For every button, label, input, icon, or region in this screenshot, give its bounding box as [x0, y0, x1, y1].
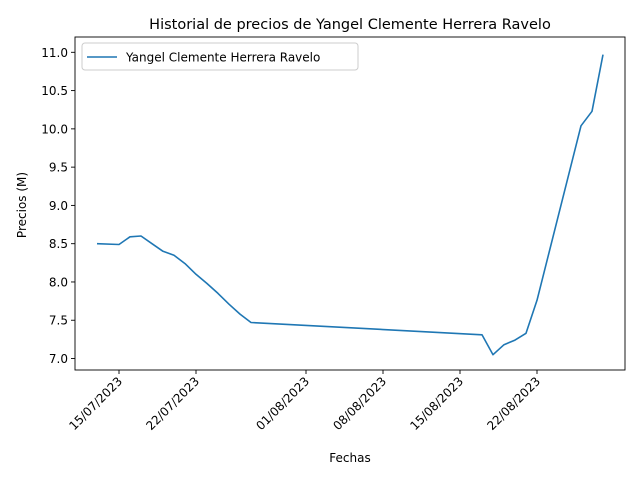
chart-title: Historial de precios de Yangel Clemente …	[149, 17, 551, 33]
legend: Yangel Clemente Herrera Ravelo	[81, 42, 359, 71]
y-tick-label: 8.5	[49, 237, 68, 251]
y-tick-label: 10.5	[41, 84, 68, 98]
y-tick-label: 11.0	[41, 46, 68, 60]
y-tick-label: 9.0	[49, 199, 68, 213]
legend-label: Yangel Clemente Herrera Ravelo	[125, 51, 320, 65]
y-tick-label: 9.5	[49, 161, 68, 175]
y-tick-label: 8.0	[49, 275, 68, 289]
plot-frame	[74, 36, 626, 371]
y-tick-label: 7.5	[49, 314, 68, 328]
series-line-yangel-clemente-herrera-ravelo	[96, 54, 604, 356]
y-tick-label: 10.0	[41, 122, 68, 136]
y-axis: 7.0 7.5 8.0 8.5 9.0 9.5 10.0 10.5 11.0	[41, 46, 75, 366]
legend-box	[81, 42, 359, 71]
y-tick-label: 7.0	[49, 352, 68, 366]
x-axis-label: Fechas	[329, 451, 370, 465]
y-axis-label: Precios (M)	[15, 172, 29, 238]
